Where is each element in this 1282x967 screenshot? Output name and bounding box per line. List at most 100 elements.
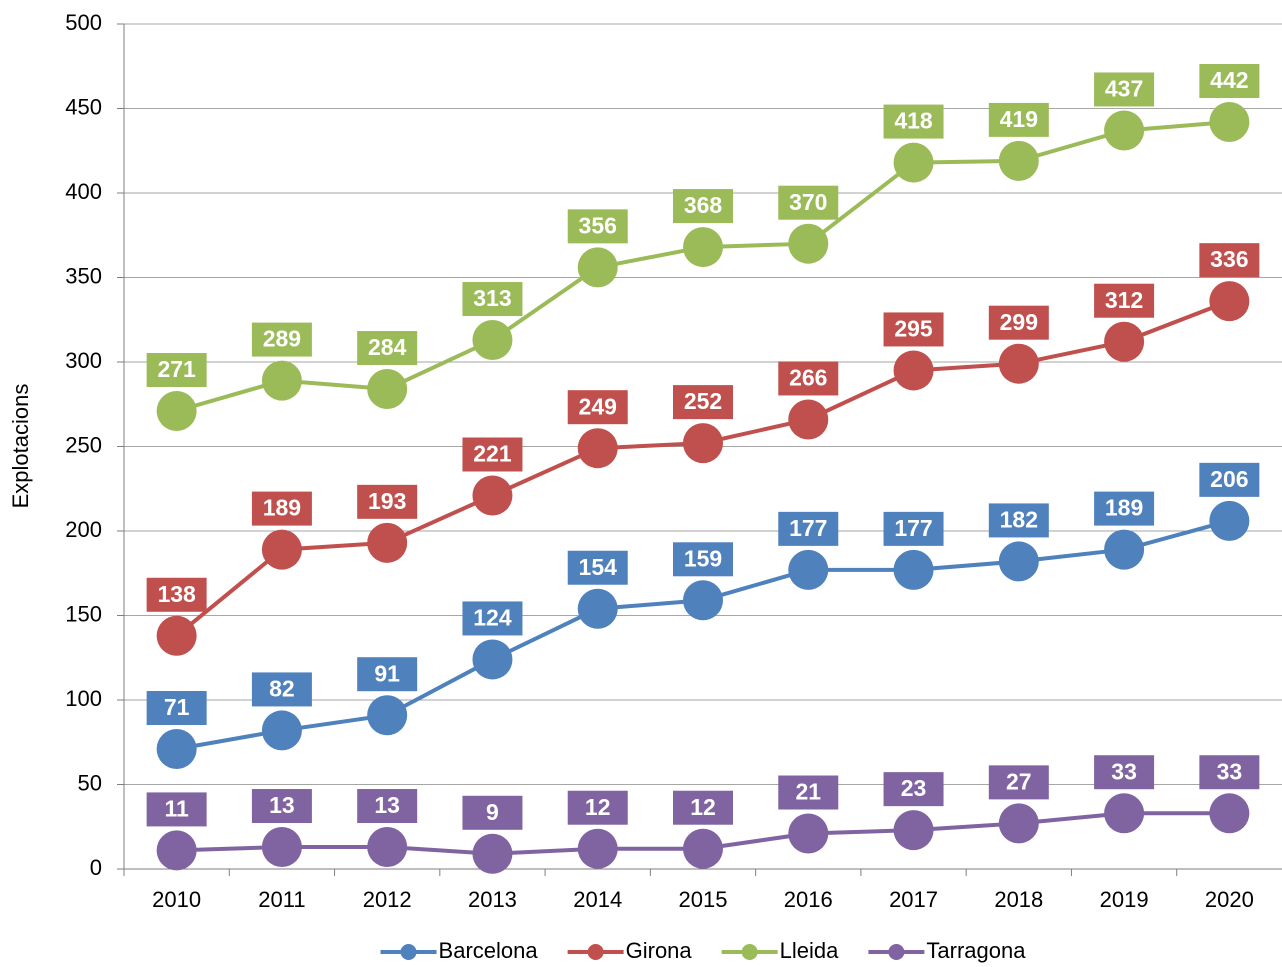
value-label-box [462,282,523,317]
y-tick-label: 50 [78,770,102,795]
value-label-box [988,102,1049,137]
value-label: 442 [1210,67,1248,93]
value-label: 33 [1111,758,1137,784]
value-label-box [462,437,523,472]
value-label-box [673,542,733,577]
value-label: 71 [164,694,190,720]
legend-label: Girona [626,938,693,963]
value-label: 266 [789,365,827,391]
point [998,803,1039,844]
legend: Barcelona Girona Lleida Tarragona [380,938,1026,963]
value-label: 33 [1217,758,1243,784]
value-label-box [251,672,312,707]
y-tick-label: 100 [65,686,102,711]
value-label-box [462,601,523,636]
point [683,828,723,869]
value-label-box [567,550,628,585]
value-label: 206 [1210,466,1248,492]
value-label-box [673,385,733,420]
value-label-box [778,185,839,220]
point [261,529,302,570]
x-tick-label: 2011 [258,887,305,912]
x-tick-label: 2017 [889,887,938,912]
value-label: 91 [374,660,400,686]
point [893,810,934,851]
point [893,549,934,590]
legend-label: Lleida [780,938,839,963]
value-label-box [251,322,312,357]
value-label-box [146,577,207,612]
point [156,391,197,432]
value-label-box [988,503,1049,538]
value-label-box [883,511,944,546]
y-tick-label: 150 [65,601,102,626]
value-label: 177 [894,515,932,541]
value-label-box [1199,755,1260,790]
value-label-box [1199,243,1260,278]
value-label: 299 [1000,309,1038,335]
y-tick-label: 300 [65,348,102,373]
value-label: 189 [263,495,301,521]
y-tick-label: 250 [65,432,102,457]
value-label-box [673,189,733,224]
value-label-box [1094,755,1155,790]
value-label: 23 [901,775,927,801]
x-tick-label: 2016 [784,887,833,912]
point [156,615,197,656]
value-label: 271 [157,356,196,382]
value-label-box [883,312,944,347]
legend-label: Barcelona [439,938,539,963]
value-label: 252 [684,388,722,414]
point [156,729,197,770]
legend-marker [741,944,758,960]
value-label-box [778,775,839,810]
point [683,227,723,268]
value-label: 159 [684,545,722,571]
value-label: 437 [1105,76,1143,102]
value-label-box [988,305,1049,340]
point [577,828,618,869]
value-label: 9 [486,799,499,825]
value-label: 418 [894,108,933,134]
point [893,350,934,391]
legend-marker [587,944,604,960]
point [998,343,1039,384]
x-tick-label: 2015 [679,887,728,912]
value-label-box [357,331,418,366]
x-tick-label: 2019 [1100,887,1149,912]
point [367,522,408,563]
value-label: 313 [473,285,511,311]
point [472,475,513,516]
value-label-box [357,789,418,824]
legend-marker [888,944,905,960]
point [577,588,618,629]
value-label: 370 [789,189,827,215]
value-label: 189 [1105,495,1143,521]
point [472,833,513,874]
value-label-box [1094,491,1155,526]
value-label: 336 [1210,246,1248,272]
value-label-box [251,789,312,824]
value-label-box [146,353,207,388]
point [1209,281,1250,322]
x-tick-label: 2010 [152,887,201,912]
value-label: 289 [263,326,301,352]
point [577,428,618,469]
point [788,399,829,440]
value-label-box [1199,462,1260,497]
value-label-box [251,491,312,526]
point [472,320,513,361]
point [472,639,513,680]
point [156,830,197,871]
point [367,695,408,736]
value-label-box [988,765,1049,800]
value-label: 221 [473,441,512,467]
value-label: 249 [579,393,617,419]
point [1209,102,1250,143]
point [261,360,302,401]
value-label-box [883,772,944,807]
x-tick-label: 2020 [1205,887,1254,912]
point [1104,793,1145,834]
value-label: 154 [579,554,618,580]
